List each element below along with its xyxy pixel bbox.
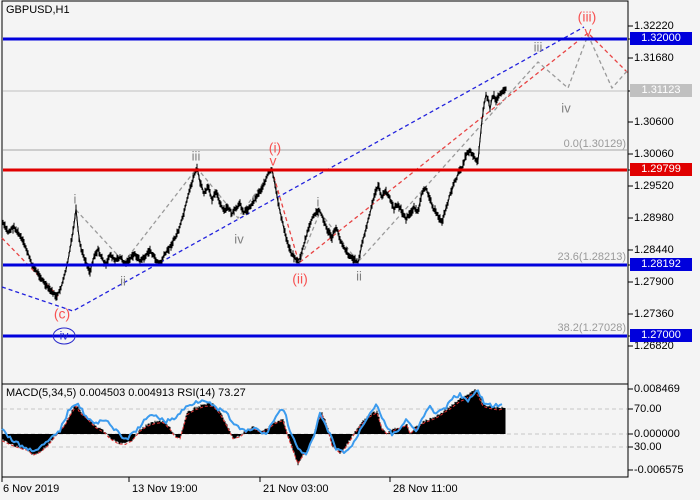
x-axis-date-label: 21 Nov 03:00 [263,483,329,495]
indicator-axis-tick-label: 70.00 [634,403,662,415]
x-axis-date-label: 13 Nov 19:00 [132,483,198,495]
fib-level-label: 23.6(1.28213) [557,251,627,263]
wave-label[interactable]: iv [52,327,76,345]
wave-label[interactable]: ii [356,268,362,284]
price-level-badge[interactable]: 1.29799 [630,163,692,176]
y-axis-tick-label: 1.28440 [634,244,674,256]
price-level-badge[interactable]: 1.27000 [630,329,692,342]
wave-label[interactable]: ii [120,273,126,289]
wave-label[interactable]: v [584,23,592,40]
fib-level-label: 0.0(1.30129) [563,138,626,150]
wave-label[interactable]: i [73,191,77,207]
y-axis-tick-label: 1.28980 [634,212,674,224]
wave-label[interactable]: (c) [53,305,71,322]
macd-signal-line [1,391,504,465]
indicator-axis-tick-label: 30.00 [634,441,662,453]
panel-border [1,0,629,385]
trendline-dashed[interactable] [1,26,585,312]
y-axis-tick-label: 1.29520 [634,180,674,192]
x-axis-date-label: 28 Nov 11:00 [393,483,458,495]
price-level-badge[interactable]: 1.32000 [630,32,692,45]
y-axis-tick-label: 1.26820 [634,340,674,352]
x-axis-date-label: 6 Nov 2019 [3,483,60,495]
y-axis-tick-label: 1.30600 [634,116,674,128]
wave-label[interactable]: (ii) [292,270,308,287]
y-axis-tick-label: 1.27900 [634,276,674,288]
wave-label[interactable]: v [269,152,277,169]
price-level-badge[interactable]: 1.31123 [630,84,692,97]
wave-label[interactable]: iv [234,231,244,247]
indicator-axis-tick-label: 0.008469 [634,383,680,395]
rsi-line [1,389,503,456]
y-axis-tick-label: 1.30060 [634,148,674,160]
wave-label[interactable]: iv [561,100,571,116]
symbol-period-label: GBPUSD,H1 [6,4,70,16]
indicator-axis-tick-label: 0.000000 [634,428,680,440]
wave-label[interactable]: (i) [268,139,282,156]
price-bars [1,86,507,301]
price-level-badge[interactable]: 1.28192 [630,258,692,271]
wave-label[interactable]: iii [191,148,201,164]
macd-indicator-info: MACD(5,34,5) 0.004503 0.004913 RSI(14) 7… [6,387,246,399]
wave-label[interactable]: iii [533,39,543,55]
indicator-axis-tick-label: -0.006575 [634,464,684,476]
wave-label[interactable]: (iii) [577,8,597,25]
y-axis-tick-label: 1.32220 [634,20,674,32]
y-axis-tick-label: 1.31680 [634,52,674,64]
fib-level-label: 38.2(1.27028) [557,322,627,334]
trendline-dashed[interactable] [298,33,629,264]
trendline-dashed[interactable] [271,32,629,265]
wave-label[interactable]: i [316,194,320,210]
y-axis-tick-label: 1.27360 [634,308,674,320]
